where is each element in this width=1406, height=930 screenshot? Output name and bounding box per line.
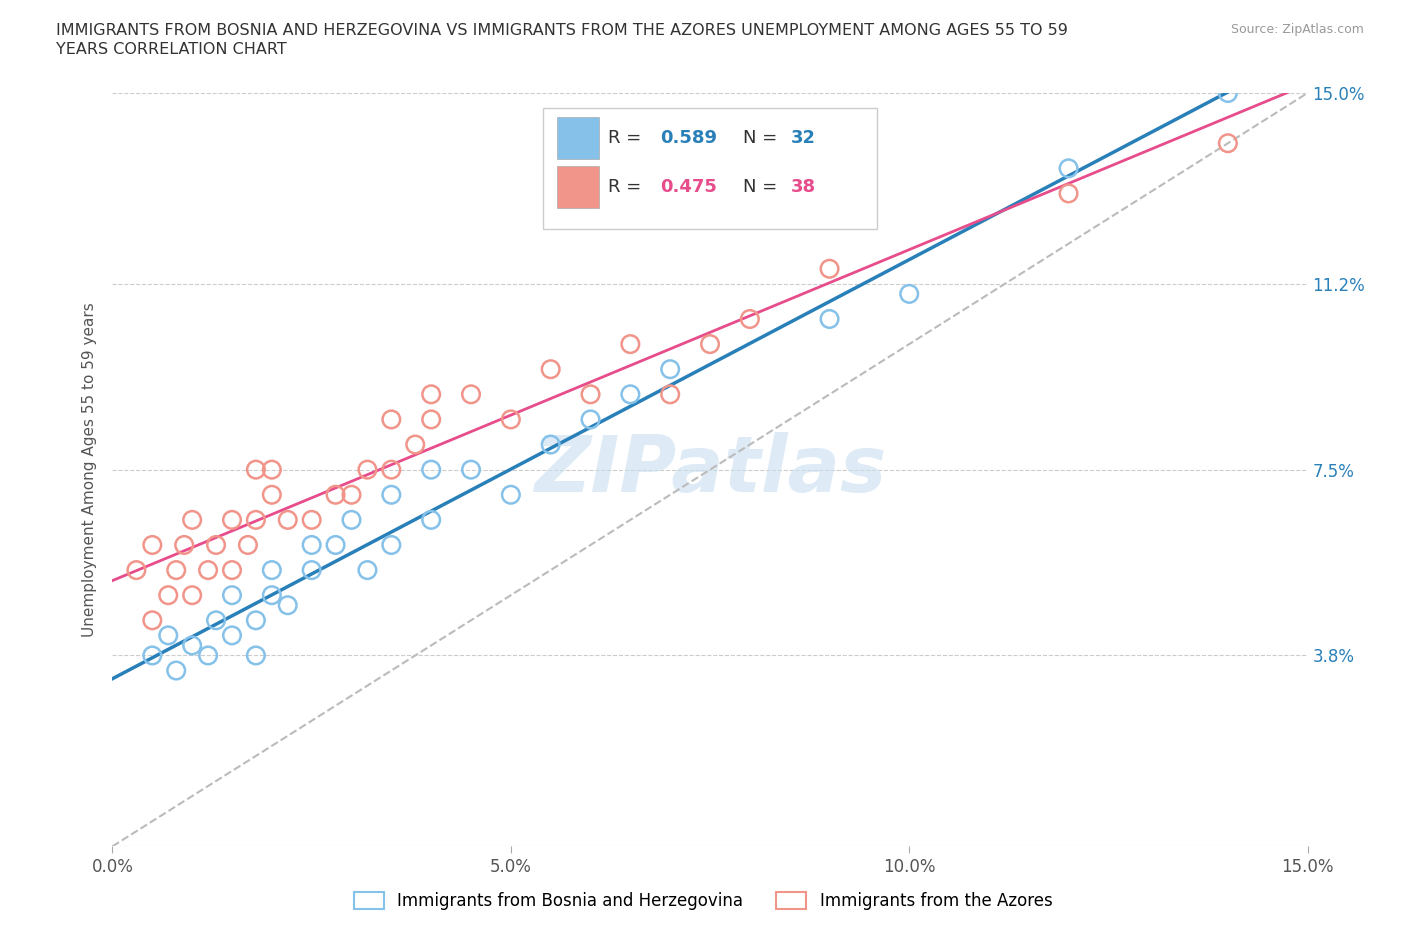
Point [380, 462, 402, 477]
Text: 38: 38 [792, 179, 817, 196]
Point [221, 628, 243, 643]
Point [301, 563, 323, 578]
Point [659, 362, 682, 377]
Point [245, 613, 267, 628]
Point [499, 487, 522, 502]
Point [245, 512, 267, 527]
Y-axis label: Unemployment Among Ages 55 to 59 years: Unemployment Among Ages 55 to 59 years [82, 302, 97, 637]
Point [738, 312, 761, 326]
Point [404, 437, 426, 452]
Point [245, 462, 267, 477]
Point [260, 462, 283, 477]
Point [499, 412, 522, 427]
Point [157, 588, 180, 603]
Point [818, 261, 841, 276]
Point [301, 512, 323, 527]
Point [260, 487, 283, 502]
Point [165, 563, 187, 578]
Point [380, 412, 402, 427]
Point [340, 487, 363, 502]
Point [197, 563, 219, 578]
Point [380, 487, 402, 502]
Text: 32: 32 [792, 129, 817, 147]
Point [325, 487, 347, 502]
Point [579, 387, 602, 402]
Point [356, 563, 378, 578]
Point [181, 588, 204, 603]
Point [260, 588, 283, 603]
Point [260, 563, 283, 578]
Point [1057, 186, 1080, 201]
Point [898, 286, 921, 301]
Point [380, 538, 402, 552]
Bar [557, 166, 599, 208]
Point [460, 462, 482, 477]
Point [157, 628, 180, 643]
Text: N =: N = [744, 179, 783, 196]
Point [340, 512, 363, 527]
Point [141, 648, 163, 663]
Point [818, 312, 841, 326]
Point [579, 412, 602, 427]
Point [699, 337, 721, 352]
Text: ZIPatlas: ZIPatlas [534, 432, 886, 508]
Point [125, 563, 148, 578]
Legend: Immigrants from Bosnia and Herzegovina, Immigrants from the Azores: Immigrants from Bosnia and Herzegovina, … [347, 885, 1059, 917]
Point [420, 512, 443, 527]
Point [205, 613, 228, 628]
Point [1216, 136, 1239, 151]
Point [277, 512, 299, 527]
Point [659, 387, 682, 402]
Point [356, 462, 378, 477]
Point [325, 538, 347, 552]
Point [221, 563, 243, 578]
Point [540, 362, 562, 377]
Point [141, 538, 163, 552]
Text: R =: R = [609, 179, 647, 196]
Point [205, 538, 228, 552]
Point [221, 512, 243, 527]
Point [141, 613, 163, 628]
Point [1216, 86, 1239, 100]
Point [181, 512, 204, 527]
Point [619, 387, 641, 402]
Text: N =: N = [744, 129, 783, 147]
Text: Source: ZipAtlas.com: Source: ZipAtlas.com [1230, 23, 1364, 36]
Point [619, 337, 641, 352]
Point [197, 648, 219, 663]
Point [420, 462, 443, 477]
Point [277, 598, 299, 613]
Point [1057, 161, 1080, 176]
Point [460, 387, 482, 402]
Point [165, 663, 187, 678]
Text: 0.589: 0.589 [659, 129, 717, 147]
Point [301, 538, 323, 552]
Point [420, 412, 443, 427]
Bar [557, 117, 599, 159]
Text: IMMIGRANTS FROM BOSNIA AND HERZEGOVINA VS IMMIGRANTS FROM THE AZORES UNEMPLOYMEN: IMMIGRANTS FROM BOSNIA AND HERZEGOVINA V… [56, 23, 1069, 38]
Text: 0.475: 0.475 [659, 179, 717, 196]
Point [173, 538, 195, 552]
Text: YEARS CORRELATION CHART: YEARS CORRELATION CHART [56, 42, 287, 57]
Point [540, 437, 562, 452]
Point [221, 588, 243, 603]
Point [181, 638, 204, 653]
Text: R =: R = [609, 129, 647, 147]
Point [236, 538, 259, 552]
Point [245, 648, 267, 663]
Point [420, 387, 443, 402]
